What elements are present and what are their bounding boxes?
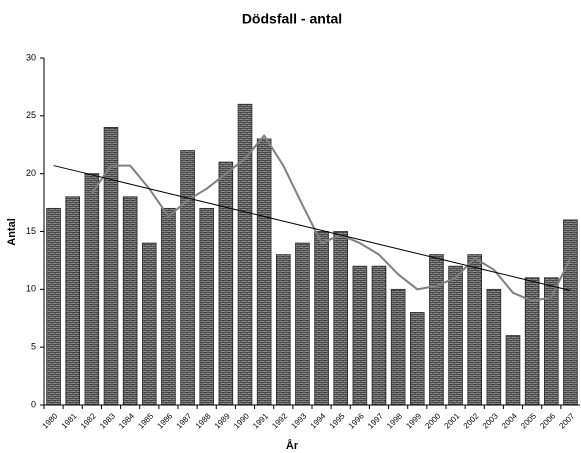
bar-texture xyxy=(276,254,291,405)
x-axis-title: År xyxy=(286,439,299,452)
bar-texture xyxy=(161,208,176,405)
bar-texture xyxy=(563,219,578,405)
bar-texture xyxy=(391,289,406,405)
x-tick-label: 1980 xyxy=(41,411,60,430)
x-tick-label: 1990 xyxy=(232,411,251,430)
bar-texture xyxy=(467,254,482,405)
bar-texture xyxy=(486,289,501,405)
x-tick-label: 2006 xyxy=(538,411,557,430)
bar-texture xyxy=(314,231,329,405)
y-axis-title: Antal xyxy=(6,218,18,246)
bar-texture xyxy=(180,150,195,405)
x-tick-label: 2004 xyxy=(500,411,519,430)
y-tick-label: 5 xyxy=(31,342,36,352)
x-tick-label: 1986 xyxy=(155,411,174,430)
x-tick-label: 1992 xyxy=(270,411,289,430)
x-tick-label: 1999 xyxy=(404,411,423,430)
bar-texture xyxy=(257,138,272,405)
x-tick-label: 1989 xyxy=(213,411,232,430)
x-tick-label: 2002 xyxy=(462,411,481,430)
bar-texture xyxy=(352,266,367,405)
x-tick-label: 2000 xyxy=(423,411,442,430)
x-tick-label: 2005 xyxy=(519,411,538,430)
x-tick-label: 2001 xyxy=(443,411,462,430)
bar-texture xyxy=(218,162,233,405)
bar-texture xyxy=(333,231,348,405)
y-tick-label: 20 xyxy=(26,168,36,178)
x-tick-label: 1998 xyxy=(385,411,404,430)
bar-texture xyxy=(238,104,252,406)
x-tick-label: 1997 xyxy=(366,411,385,430)
x-tick-label: 2003 xyxy=(481,411,500,430)
bar-texture xyxy=(199,208,214,405)
bar-texture xyxy=(429,254,444,405)
x-tick-label: 1991 xyxy=(251,411,270,430)
bar-texture xyxy=(525,277,540,405)
x-tick-label: 1983 xyxy=(98,411,117,430)
bar-texture xyxy=(506,335,520,405)
line-series xyxy=(91,134,572,302)
bar-texture xyxy=(410,312,425,405)
bar-texture xyxy=(123,196,138,405)
bar-texture xyxy=(65,196,80,405)
x-tick-label: 1985 xyxy=(136,411,155,430)
x-tick-label: 1994 xyxy=(309,411,328,430)
bar-texture xyxy=(84,173,99,405)
x-tick-label: 2007 xyxy=(557,411,576,430)
x-tick-label: 1993 xyxy=(289,411,308,430)
bar-texture xyxy=(104,127,118,406)
x-tick-label: 1988 xyxy=(194,411,213,430)
line-series xyxy=(53,165,571,291)
bar-texture xyxy=(544,277,559,405)
x-tick-label: 1984 xyxy=(117,411,136,430)
x-tick-label: 1981 xyxy=(60,411,79,430)
x-tick-label: 1982 xyxy=(79,411,98,430)
x-tick-label: 1995 xyxy=(328,411,347,430)
bar-texture xyxy=(295,243,310,405)
y-tick-label: 30 xyxy=(26,52,36,62)
y-tick-label: 10 xyxy=(26,284,36,294)
bar-texture xyxy=(46,208,61,405)
x-tick-label: 1996 xyxy=(347,411,366,430)
bar-texture xyxy=(448,266,463,405)
bar-texture xyxy=(142,243,157,405)
x-tick-label: 1987 xyxy=(175,411,194,430)
bar-texture xyxy=(372,266,386,405)
y-tick-label: 15 xyxy=(26,226,36,236)
y-tick-label: 25 xyxy=(26,110,36,120)
chart-title: Dödsfall - antal xyxy=(242,11,342,27)
y-tick-label: 0 xyxy=(31,399,36,409)
